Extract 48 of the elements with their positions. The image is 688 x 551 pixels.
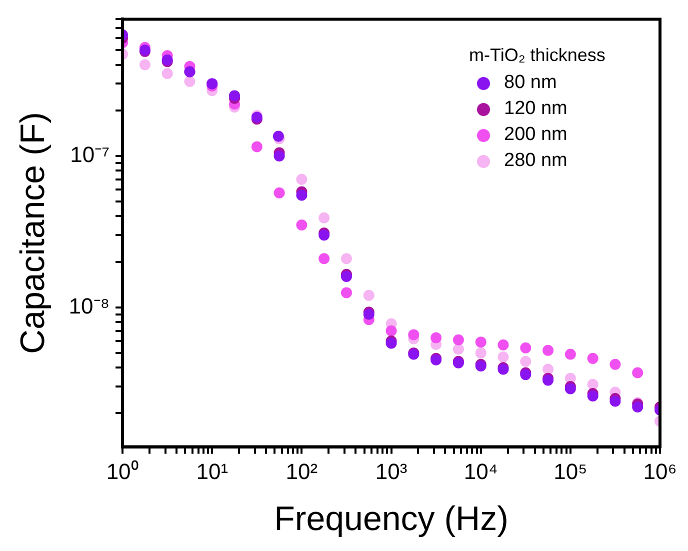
point: [296, 219, 308, 230]
x-tick-label: 10⁴: [464, 459, 498, 484]
legend-label: 80 nm: [504, 71, 557, 96]
point: [542, 364, 554, 375]
legend-label: 280 nm: [504, 149, 568, 174]
point: [452, 344, 464, 355]
point: [386, 325, 397, 336]
point: [587, 378, 598, 390]
point: [430, 332, 442, 344]
point: [632, 367, 644, 378]
legend-label: 120 nm: [504, 97, 568, 122]
point: [520, 356, 532, 367]
point: [520, 342, 532, 354]
point: [408, 329, 420, 340]
point: [564, 348, 576, 360]
point: [452, 334, 464, 346]
point: [542, 344, 554, 356]
point: [296, 174, 308, 185]
point: [274, 187, 285, 198]
x-axis-title: Frequency (Hz): [274, 500, 508, 538]
point: [318, 253, 330, 264]
point: [587, 352, 598, 364]
x-tick-label: 10⁰: [106, 459, 139, 484]
point: [229, 90, 240, 102]
point: [340, 253, 352, 264]
point: [139, 59, 150, 70]
x-tick-label: 10⁵: [554, 459, 588, 484]
y-tick-label: 10⁻⁸: [68, 293, 110, 318]
y-axis-title: Capacitance (F): [14, 112, 52, 354]
point: [475, 336, 486, 348]
point: [475, 347, 486, 358]
x-tick-label: 10¹: [196, 459, 228, 484]
x-tick-label: 10⁶: [643, 459, 677, 484]
legend-title: m-TiO₂ thickness: [469, 45, 606, 66]
point: [498, 352, 509, 363]
point: [162, 68, 173, 80]
x-tick-label: 10²: [286, 459, 318, 484]
point: [340, 287, 352, 298]
legend-label: 200 nm: [504, 123, 568, 148]
point: [610, 358, 621, 370]
point: [318, 212, 330, 224]
point: [363, 290, 374, 301]
point: [498, 339, 509, 350]
y-tick-label: 10⁻⁷: [70, 142, 110, 168]
point: [184, 76, 196, 88]
point: [272, 130, 284, 142]
x-tick-label: 10³: [375, 459, 408, 484]
point: [251, 141, 262, 152]
